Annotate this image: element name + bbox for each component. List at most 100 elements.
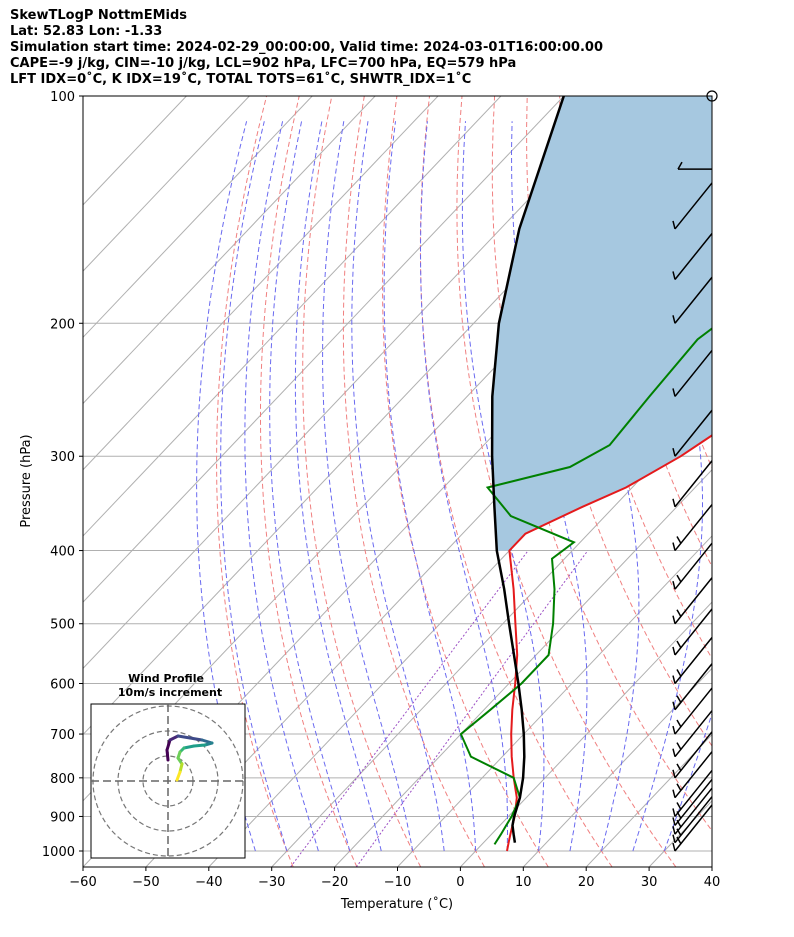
wind-barb bbox=[672, 663, 713, 711]
y-tick-label: 200 bbox=[50, 317, 75, 332]
barb-shaft bbox=[674, 182, 713, 230]
moist-adiabat-line bbox=[244, 121, 319, 852]
barb-flag bbox=[672, 748, 676, 757]
barb-flag bbox=[676, 836, 682, 845]
hodograph-segment bbox=[192, 743, 207, 748]
barb-flag bbox=[676, 783, 682, 792]
wind-barb bbox=[672, 637, 713, 684]
barb-shaft bbox=[674, 233, 713, 280]
barb-flag bbox=[672, 542, 676, 551]
barb-flag bbox=[672, 789, 676, 798]
parcel-line bbox=[490, 96, 565, 843]
dry-adiabat-line bbox=[342, 96, 485, 867]
x-tick-label: −10 bbox=[384, 875, 411, 890]
barb-flag bbox=[672, 448, 676, 457]
barb-flag bbox=[677, 161, 683, 170]
hodograph-segment bbox=[175, 770, 182, 782]
isotherm-line bbox=[83, 96, 250, 272]
isotherm-line bbox=[397, 535, 712, 867]
barb-flag bbox=[672, 498, 676, 507]
y-tick-label: 700 bbox=[50, 728, 75, 743]
moist-adiabat-line bbox=[351, 121, 445, 851]
barb-flag bbox=[672, 646, 676, 656]
hodograph-segment bbox=[176, 734, 192, 740]
x-tick-label: 0 bbox=[456, 875, 464, 890]
mixing-ratio-line bbox=[290, 550, 529, 867]
dry-adiabat-line bbox=[755, 96, 794, 867]
barb-flag bbox=[676, 669, 682, 677]
wind-barb bbox=[672, 276, 713, 324]
wind-barb bbox=[677, 161, 712, 170]
x-tick-label: 20 bbox=[578, 875, 595, 890]
barb-flag bbox=[676, 695, 682, 704]
x-tick-label: −50 bbox=[132, 875, 159, 890]
chart-title: SkewTLogP NottmEMids bbox=[10, 8, 188, 23]
barb-flag bbox=[676, 609, 682, 618]
wind-barb bbox=[672, 769, 713, 817]
dry-adiabat-line bbox=[381, 96, 549, 867]
y-tick-label: 100 bbox=[50, 90, 75, 105]
wind-barb bbox=[672, 687, 713, 735]
hodograph-segment bbox=[165, 748, 170, 762]
barb-flag bbox=[672, 388, 676, 397]
hodograph-inset: Wind Profile 10m/s increment bbox=[90, 672, 246, 859]
sounding-lines bbox=[459, 96, 712, 852]
wind-barb bbox=[672, 751, 713, 799]
barb-flag bbox=[676, 802, 682, 810]
wind-barb bbox=[672, 608, 713, 656]
moist-adiabat-line bbox=[220, 121, 288, 852]
isotherm-line bbox=[83, 96, 376, 405]
barb-flag bbox=[672, 271, 676, 280]
isotherm-line bbox=[83, 96, 439, 471]
dewpoint-line bbox=[459, 327, 712, 845]
wind-barbs bbox=[672, 90, 718, 852]
axis-ticks: −60 −50 −40 −30 −20 −10 0 10 20 30 40 1000 900 800 700… bbox=[42, 90, 720, 890]
moist-adiabat-line bbox=[322, 121, 414, 852]
hodograph-segment bbox=[165, 738, 172, 752]
y-tick-label: 1000 bbox=[42, 845, 75, 860]
temperature-line bbox=[506, 434, 712, 852]
wind-barb bbox=[672, 182, 713, 230]
hodograph-rings bbox=[91, 704, 245, 858]
barb-flag bbox=[672, 826, 676, 835]
barb-flag bbox=[672, 842, 676, 852]
hodograph-segment bbox=[188, 736, 204, 742]
barb-flag bbox=[672, 580, 676, 590]
moist-adiabat-line bbox=[383, 121, 477, 851]
barb-shaft bbox=[674, 460, 713, 508]
moist-adiabat-line bbox=[269, 121, 351, 852]
isotherm-line bbox=[711, 866, 712, 867]
x-axis-label: Temperature (˚C) bbox=[340, 896, 453, 912]
barb-flag bbox=[672, 808, 676, 817]
x-tick-label: 10 bbox=[515, 875, 532, 890]
x-tick-label: −20 bbox=[321, 875, 348, 890]
wind-barb bbox=[672, 504, 713, 552]
x-tick-label: 30 bbox=[641, 875, 658, 890]
barb-flag bbox=[676, 640, 682, 649]
wind-barb bbox=[672, 460, 713, 508]
isotherm-line bbox=[334, 469, 712, 867]
x-tick-label: −60 bbox=[69, 875, 96, 890]
dry-adiabat-line bbox=[723, 96, 794, 867]
barb-flag bbox=[676, 536, 682, 544]
barb-flag bbox=[672, 701, 676, 710]
x-tick-label: 40 bbox=[704, 875, 721, 890]
barb-flag bbox=[672, 315, 676, 324]
hodograph-title: Wind Profile bbox=[128, 672, 204, 685]
barb-flag bbox=[676, 719, 682, 728]
time-text: Simulation start time: 2024-02-29_00:00:… bbox=[10, 40, 603, 55]
wind-barb bbox=[672, 577, 713, 625]
wind-barb bbox=[672, 233, 713, 280]
x-tick-label: −30 bbox=[258, 875, 285, 890]
isotherm-line bbox=[522, 667, 712, 867]
isotherm-line bbox=[460, 601, 712, 867]
barb-flag bbox=[672, 675, 676, 684]
dry-adiabat-line bbox=[216, 96, 294, 867]
barb-flag bbox=[672, 834, 676, 843]
y-tick-label: 300 bbox=[50, 450, 75, 465]
cape-text: CAPE=-9 j/kg, CIN=-10 j/kg, LCL=902 hPa,… bbox=[10, 56, 517, 71]
isotherm-line bbox=[585, 733, 712, 867]
cape-region bbox=[492, 96, 712, 551]
barb-flag bbox=[672, 817, 676, 826]
dry-adiabat-line bbox=[788, 96, 794, 867]
